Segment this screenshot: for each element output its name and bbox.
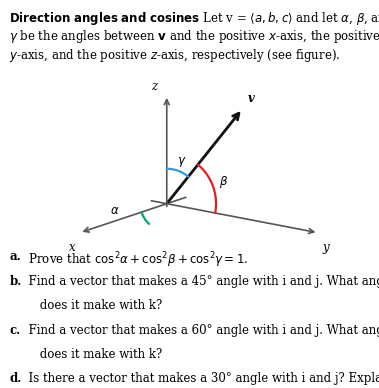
Text: does it make with k?: does it make with k?	[21, 348, 162, 361]
Text: $\gamma$: $\gamma$	[177, 155, 186, 169]
Text: does it make with k?: does it make with k?	[21, 299, 162, 312]
Text: b.: b.	[9, 275, 22, 288]
Text: a.: a.	[9, 250, 21, 263]
Text: $\beta$: $\beta$	[219, 174, 228, 191]
Text: Find a vector that makes a 60° angle with i and j. What angle: Find a vector that makes a 60° angle wit…	[21, 324, 379, 337]
Text: x: x	[69, 241, 76, 254]
Text: $\gamma$ be the angles between $\mathbf{v}$ and the positive $x$-axis, the posit: $\gamma$ be the angles between $\mathbf{…	[9, 28, 379, 45]
Text: y: y	[322, 241, 329, 254]
Text: v: v	[248, 92, 255, 105]
Text: Find a vector that makes a 45° angle with i and j. What angle: Find a vector that makes a 45° angle wit…	[21, 275, 379, 288]
Text: $\alpha$: $\alpha$	[110, 203, 120, 217]
Text: d.: d.	[9, 372, 22, 386]
Text: Prove that $\cos^2\!\alpha + \cos^2\!\beta + \cos^2\!\gamma = 1$.: Prove that $\cos^2\!\alpha + \cos^2\!\be…	[21, 250, 248, 270]
Text: Is there a vector that makes a 30° angle with i and j? Explain.: Is there a vector that makes a 30° angle…	[21, 372, 379, 386]
Text: $\mathbf{Direction\ angles\ and\ cosines}$ Let v = $\langle a, b, c \rangle$ and: $\mathbf{Direction\ angles\ and\ cosines…	[9, 10, 379, 27]
Text: c.: c.	[9, 324, 21, 337]
Text: $y$-axis, and the positive $z$-axis, respectively (see figure).: $y$-axis, and the positive $z$-axis, res…	[9, 47, 341, 64]
Text: z: z	[151, 80, 157, 93]
